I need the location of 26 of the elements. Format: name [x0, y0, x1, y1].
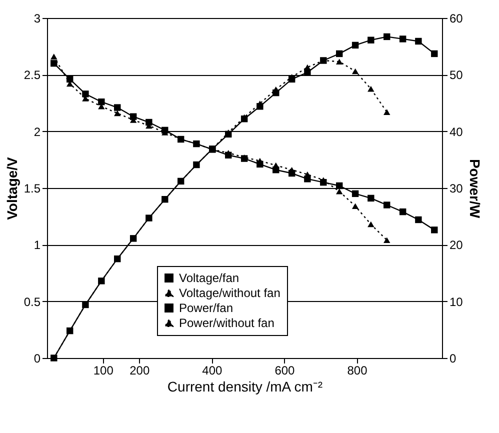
y2-tick-label: 10: [450, 294, 464, 309]
legend-label: Power/without fan: [179, 316, 274, 330]
legend-label: Power/fan: [179, 301, 234, 315]
y2-tick-label: 60: [450, 12, 464, 26]
x-tick-label: 600: [274, 364, 296, 378]
y2-tick-label: 30: [450, 182, 464, 196]
y-tick-label: 0.5: [24, 294, 41, 309]
y2-tick-label: 0: [450, 352, 456, 366]
y2-axis-title: Power/W: [466, 158, 483, 219]
y2-tick-label: 20: [450, 238, 464, 252]
x-tick-label: 400: [202, 364, 223, 378]
y-tick-label: 2.5: [24, 68, 41, 82]
y-tick-label: 3: [34, 12, 41, 26]
y-tick-label: 1.5: [24, 182, 41, 196]
y-tick-label: 0: [34, 352, 41, 366]
x-tick-label: 100: [93, 364, 114, 378]
y-tick-label: 2: [34, 124, 41, 139]
y2-tick-label: 50: [450, 68, 464, 82]
y-tick-label: 1: [34, 238, 41, 252]
x-axis-title: Current density /mA cm⁻²: [167, 378, 323, 394]
legend-label: Voltage/fan: [179, 271, 240, 285]
x-tick-label: 200: [130, 364, 150, 378]
y2-tick-label: 40: [450, 124, 464, 139]
y-axis-title: Voltage/V: [4, 156, 20, 220]
legend-label: Voltage/without fan: [179, 286, 280, 300]
x-tick-label: 800: [347, 364, 368, 378]
